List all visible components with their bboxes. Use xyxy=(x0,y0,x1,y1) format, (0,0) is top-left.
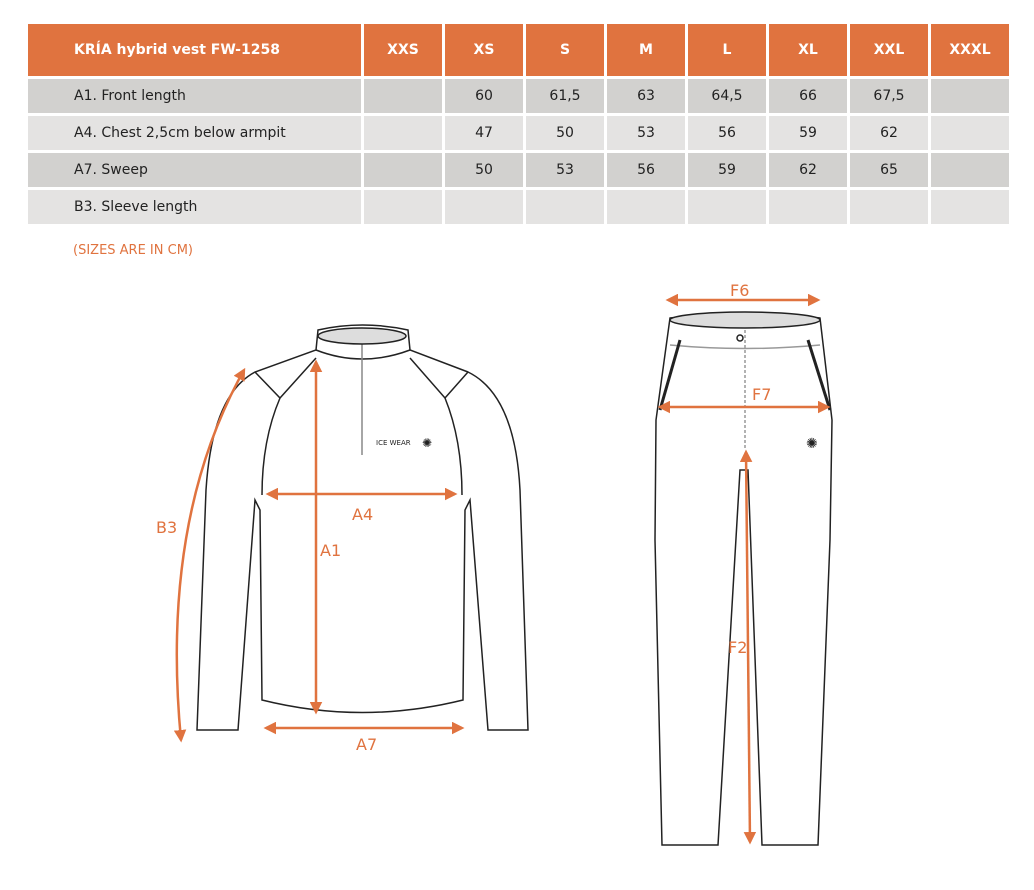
size-header: XXS xyxy=(364,24,442,76)
measurement-label: A1. Front length xyxy=(28,79,361,113)
size-header: M xyxy=(607,24,685,76)
size-value xyxy=(931,79,1009,113)
size-value: 50 xyxy=(526,116,604,150)
pants-drawing: ✺ xyxy=(654,311,833,846)
size-value: 50 xyxy=(445,153,523,187)
size-value xyxy=(445,190,523,224)
jacket-drawing: ICE WEAR ✺ xyxy=(196,324,529,731)
measurement-label: B3. Sleeve length xyxy=(28,190,361,224)
size-value xyxy=(931,116,1009,150)
measurement-label: A7. Sweep xyxy=(28,153,361,187)
a7-label: A7 xyxy=(356,735,377,754)
size-value: 66 xyxy=(769,79,847,113)
size-value: 61,5 xyxy=(526,79,604,113)
pants-measurements xyxy=(657,293,831,845)
table-row: A4. Chest 2,5cm below armpit 47 50 53 56 59 62 xyxy=(28,116,1009,150)
size-value: 59 xyxy=(688,153,766,187)
table-row: B3. Sleeve length xyxy=(28,190,1009,224)
size-header: XS xyxy=(445,24,523,76)
size-value: 56 xyxy=(688,116,766,150)
size-value xyxy=(931,190,1009,224)
size-header: XXXL xyxy=(931,24,1009,76)
size-value: 47 xyxy=(445,116,523,150)
size-value xyxy=(688,190,766,224)
b3-arrow xyxy=(173,367,246,743)
size-value xyxy=(526,190,604,224)
size-value xyxy=(769,190,847,224)
size-value xyxy=(364,79,442,113)
table-row: A1. Front length 60 61,5 63 64,5 66 67,5 xyxy=(28,79,1009,113)
b3-label: B3 xyxy=(156,518,177,537)
table-row: A7. Sweep 50 53 56 59 62 65 xyxy=(28,153,1009,187)
size-value xyxy=(607,190,685,224)
size-value: 53 xyxy=(607,116,685,150)
size-header: S xyxy=(526,24,604,76)
size-header: L xyxy=(688,24,766,76)
size-header: XXL xyxy=(850,24,928,76)
jacket-measurements xyxy=(173,359,465,743)
size-value: 65 xyxy=(850,153,928,187)
size-value xyxy=(364,116,442,150)
units-note: (SIZES ARE IN CM) xyxy=(73,243,193,258)
snowflake-logo-icon: ✺ xyxy=(806,436,818,452)
logo-text: ICE WEAR xyxy=(376,439,411,447)
size-value: 62 xyxy=(850,116,928,150)
size-value: 53 xyxy=(526,153,604,187)
size-value: 59 xyxy=(769,116,847,150)
a4-label: A4 xyxy=(352,505,373,524)
size-value: 56 xyxy=(607,153,685,187)
size-value xyxy=(364,190,442,224)
size-value: 62 xyxy=(769,153,847,187)
a1-label: A1 xyxy=(320,541,341,560)
size-value xyxy=(850,190,928,224)
f2-arrow xyxy=(739,449,757,845)
size-value xyxy=(364,153,442,187)
size-header: XL xyxy=(769,24,847,76)
table-header-row: KRÍA hybrid vest FW-1258 XXS XS S M L XL… xyxy=(28,24,1009,76)
product-title: KRÍA hybrid vest FW-1258 xyxy=(28,24,361,76)
size-value: 63 xyxy=(607,79,685,113)
size-value xyxy=(931,153,1009,187)
size-value: 60 xyxy=(445,79,523,113)
size-value: 64,5 xyxy=(688,79,766,113)
f2-label: F2 xyxy=(728,638,747,657)
size-table: KRÍA hybrid vest FW-1258 XXS XS S M L XL… xyxy=(25,21,1012,227)
f6-label: F6 xyxy=(730,281,749,300)
snowflake-logo-icon: ✺ xyxy=(422,436,432,450)
f7-label: F7 xyxy=(752,385,771,404)
measurement-label: A4. Chest 2,5cm below armpit xyxy=(28,116,361,150)
size-value: 67,5 xyxy=(850,79,928,113)
